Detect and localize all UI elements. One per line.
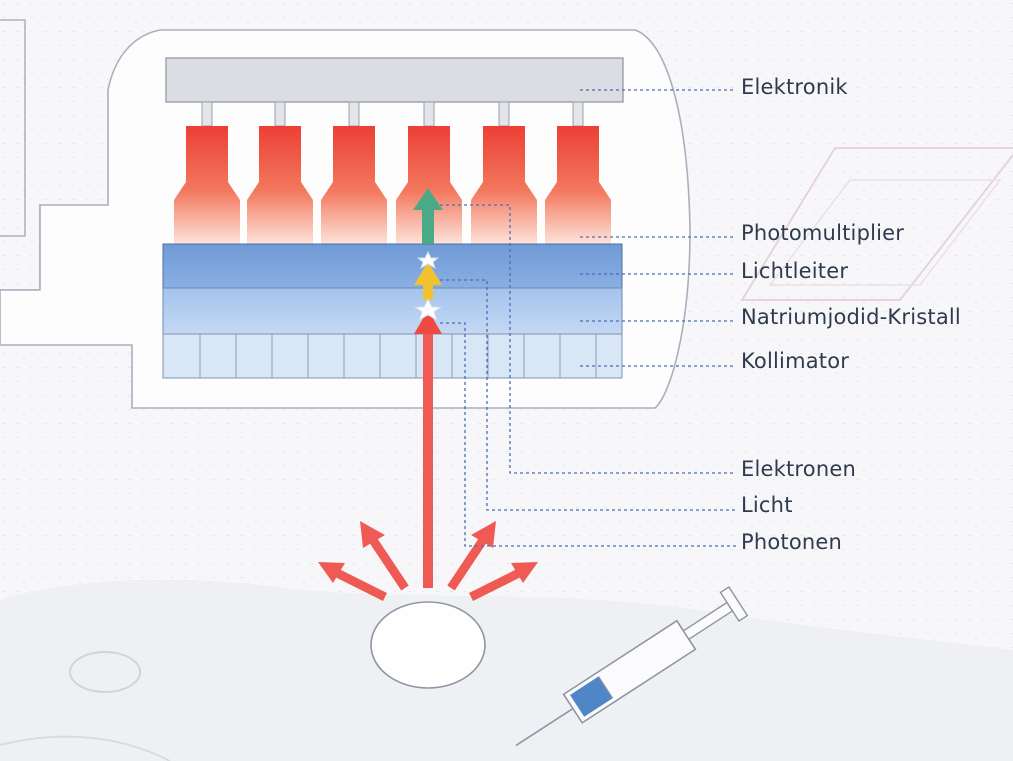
syringe-illustration [515, 586, 749, 747]
patient-arm-outline [0, 735, 171, 761]
patient-silhouette [0, 579, 1013, 761]
photomultiplier-tube [471, 101, 537, 244]
label-photonen: Photonen [741, 530, 843, 554]
label-natriumjodid-kristall: Natriumjodid-Kristall [741, 305, 961, 329]
light-arrow [414, 262, 442, 300]
label-photomultiplier: Photomultiplier [741, 221, 905, 245]
photomultiplier-tubes [174, 101, 611, 244]
electron-arrow [413, 188, 443, 244]
label-kollimator: Kollimator [741, 349, 850, 373]
kristall-layer [162, 287, 623, 335]
photomultiplier-tube [247, 101, 313, 244]
label-elektronen: Elektronen [741, 457, 856, 481]
lichtleiter-layer [162, 243, 623, 289]
photomultiplier-tube [321, 101, 387, 244]
photomultiplier-tube [396, 101, 462, 244]
photomultiplier-tube [545, 101, 611, 244]
patient-head-outline [69, 651, 141, 693]
kollimator-grid [162, 333, 623, 379]
elektronik-bar [165, 57, 624, 103]
monitor-outline [740, 147, 1013, 301]
label-licht: Licht [741, 493, 793, 517]
label-lichtleiter: Lichtleiter [741, 259, 849, 283]
emitted-photon-arrows [318, 310, 538, 602]
photomultiplier-tube [174, 101, 240, 244]
leader-lines [440, 89, 736, 547]
label-elektronik: Elektronik [741, 75, 848, 99]
radiation-source [370, 601, 486, 689]
scintillation-flash [413, 250, 443, 322]
